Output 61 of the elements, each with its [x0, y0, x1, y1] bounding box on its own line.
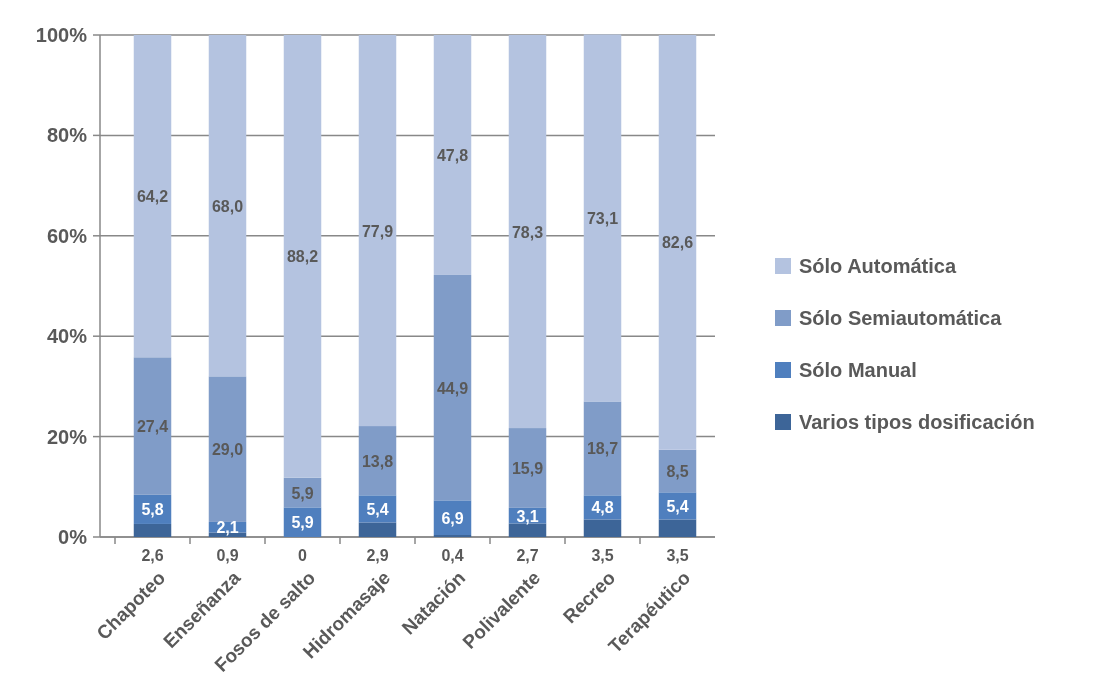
bar	[133, 523, 172, 537]
data-label: 29,0	[211, 441, 244, 459]
data-label: 2,7	[516, 547, 539, 564]
data-label: 2,1	[216, 519, 239, 537]
bar	[433, 35, 472, 275]
data-label: 5,8	[141, 501, 164, 519]
y-tick-label: 80%	[46, 124, 88, 147]
bar	[583, 519, 622, 537]
bar	[508, 35, 547, 429]
data-label: 18,7	[586, 440, 619, 458]
data-label: 13,8	[361, 452, 394, 470]
bar	[133, 357, 172, 495]
data-label: 5,4	[366, 500, 389, 518]
data-label: 5,9	[291, 514, 314, 532]
bar	[358, 522, 397, 537]
data-label: 0,4	[441, 547, 464, 564]
bar	[658, 35, 697, 450]
y-tick-label: 100%	[35, 24, 88, 46]
data-label: 27,4	[136, 418, 169, 436]
data-label: 8,5	[666, 462, 689, 480]
bar	[583, 34, 622, 402]
data-label: 73,1	[586, 209, 619, 227]
data-label: 0,9	[216, 547, 239, 564]
legend-label: Sólo Semiautomática	[799, 307, 1003, 329]
bar	[433, 274, 472, 501]
bar	[358, 35, 397, 427]
data-label: 0	[298, 547, 308, 564]
data-label: 88,2	[286, 248, 319, 266]
bar	[508, 523, 547, 537]
data-label: 2,6	[141, 547, 164, 564]
y-tick-label: 20%	[46, 425, 88, 448]
y-tick-label: 0%	[58, 526, 88, 548]
data-label: 2,9	[366, 547, 389, 564]
legend-label: Sólo Automática	[799, 255, 957, 277]
data-label: 3,5	[666, 547, 689, 564]
bar	[508, 428, 547, 508]
bar	[208, 376, 247, 522]
bar	[208, 35, 247, 377]
bar	[583, 401, 622, 496]
data-label: 47,8	[436, 146, 469, 164]
data-label: 4,8	[591, 499, 614, 517]
data-label: 3,5	[591, 547, 614, 564]
data-label: 68,0	[211, 197, 244, 215]
data-label: 77,9	[361, 222, 394, 240]
bar	[433, 534, 472, 537]
data-label: 3,1	[516, 507, 539, 525]
data-label: 44,9	[436, 379, 469, 397]
legend-label: Sólo Manual	[799, 359, 917, 381]
y-tick-label: 40%	[46, 325, 88, 348]
y-tick-label: 60%	[46, 224, 88, 247]
legend-label: Varios tipos dosificación	[799, 411, 1035, 433]
bar	[283, 35, 322, 478]
data-label: 5,4	[666, 497, 689, 515]
data-label: 82,6	[661, 234, 694, 252]
data-label: 64,2	[136, 188, 169, 206]
data-label: 5,9	[291, 484, 314, 502]
bar	[658, 519, 697, 537]
data-label: 6,9	[441, 509, 464, 527]
bar	[133, 35, 172, 358]
data-label: 15,9	[511, 459, 544, 477]
data-label: 78,3	[511, 223, 544, 241]
